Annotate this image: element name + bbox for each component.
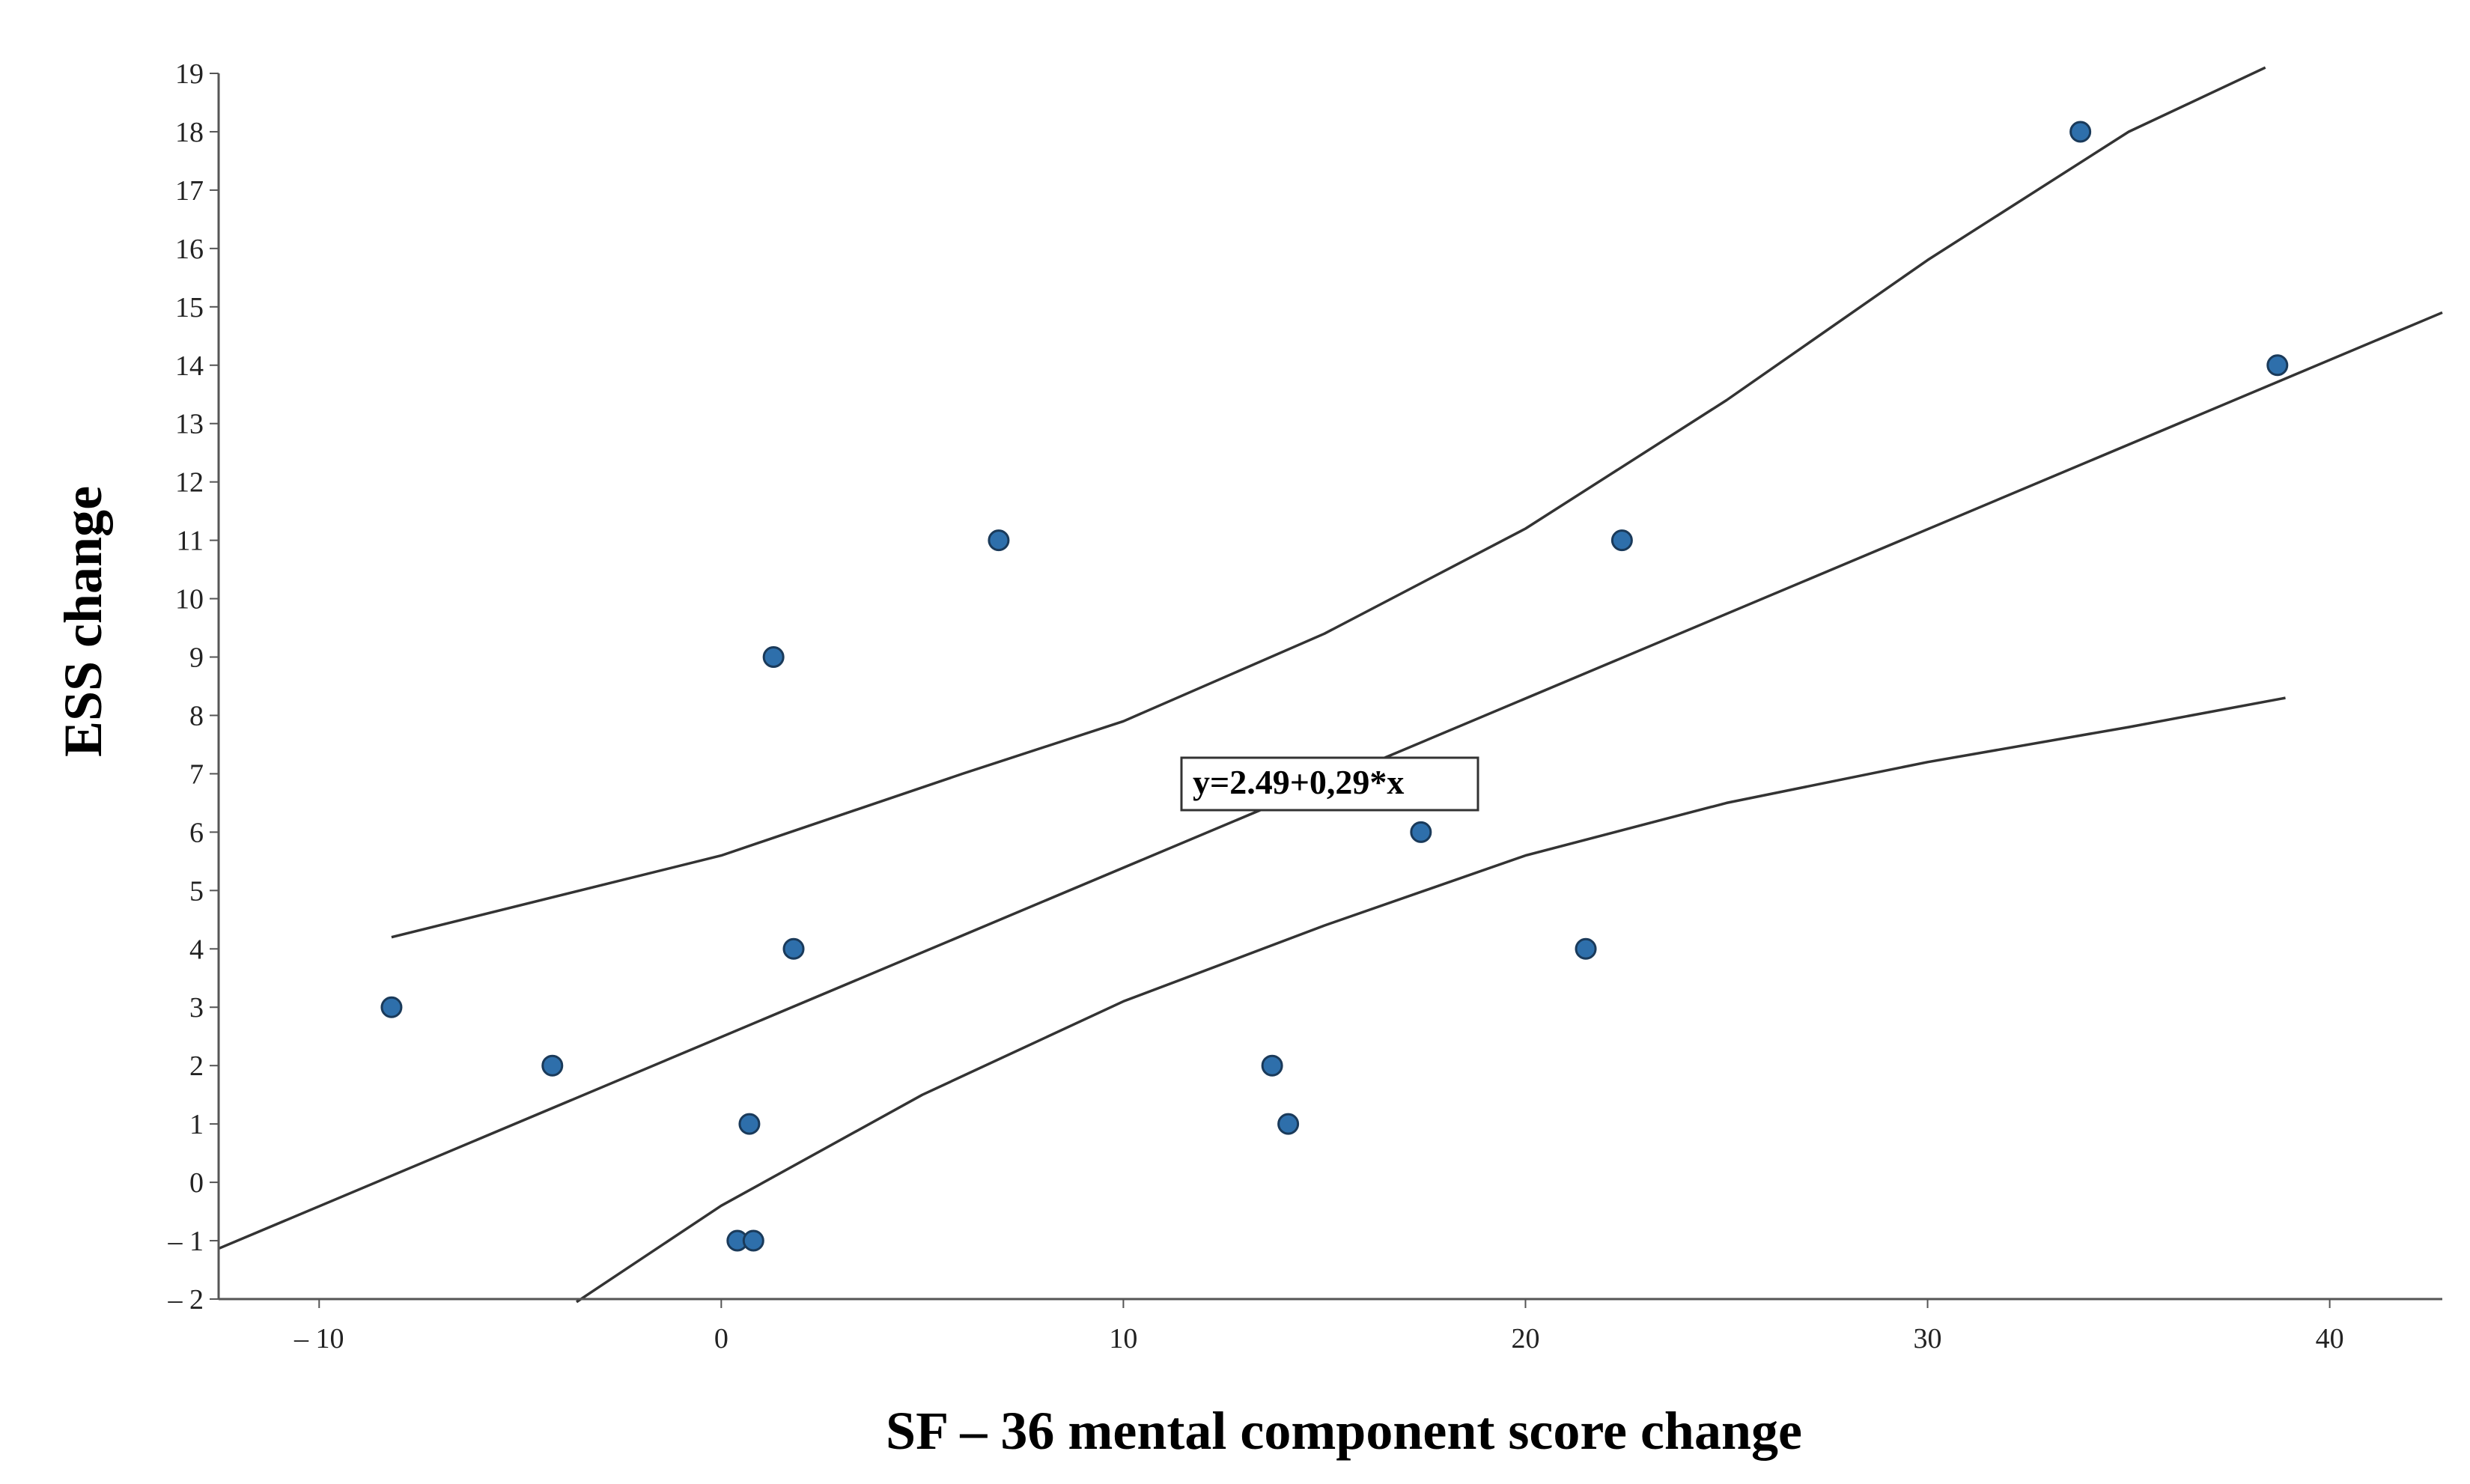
data-point xyxy=(782,937,805,960)
y-tick-label: 14 xyxy=(175,350,204,382)
confidence-band-lower xyxy=(576,696,2286,1304)
data-point xyxy=(541,1054,564,1077)
y-tick-label: 13 xyxy=(175,409,204,440)
y-tick-label: – 1 xyxy=(168,1226,204,1257)
x-tick-label: 20 xyxy=(1511,1323,1539,1354)
x-axis-title: SF – 36 mental component score change xyxy=(886,1401,1802,1461)
y-tick-label: 2 xyxy=(189,1050,204,1082)
data-point xyxy=(1610,529,1633,552)
y-tick-label: 7 xyxy=(189,758,204,790)
y-tick-label: 9 xyxy=(189,642,204,674)
y-tick-label: 16 xyxy=(175,234,204,265)
y-tick-label: 10 xyxy=(175,584,204,615)
data-point xyxy=(1410,821,1432,843)
y-tick-label: 0 xyxy=(189,1167,204,1199)
x-tick-label: 10 xyxy=(1109,1323,1137,1354)
y-tick-label: – 2 xyxy=(168,1284,204,1316)
y-tick-label: 5 xyxy=(189,875,204,907)
points-layer xyxy=(380,121,2289,1252)
data-point xyxy=(2069,121,2092,143)
data-point xyxy=(1575,937,1597,960)
equation-label-layer: y=2.49+0,29*x xyxy=(1180,756,1479,812)
y-tick-label: 6 xyxy=(189,817,204,848)
y-tick-label: 11 xyxy=(176,526,204,557)
y-tick-label: 4 xyxy=(189,934,204,965)
y-tick-label: 12 xyxy=(175,467,204,499)
data-point xyxy=(2266,354,2289,377)
data-point xyxy=(988,529,1010,552)
y-axis-title: ESS change xyxy=(53,486,113,757)
confidence-band-layer xyxy=(391,66,2286,1304)
y-tick-label: 18 xyxy=(175,117,204,148)
data-point xyxy=(380,996,403,1018)
data-point xyxy=(762,646,785,669)
data-point xyxy=(742,1229,764,1252)
data-point xyxy=(1277,1113,1300,1135)
data-point xyxy=(738,1113,761,1135)
y-tick-label: 19 xyxy=(175,58,204,90)
x-tick-label: 40 xyxy=(2316,1323,2344,1354)
x-tick-label: 0 xyxy=(714,1323,728,1354)
x-tick-label: – 10 xyxy=(293,1323,344,1354)
y-tick-label: 1 xyxy=(189,1109,204,1140)
y-tick-label: 8 xyxy=(189,700,204,732)
data-point xyxy=(1261,1054,1283,1077)
equation-label-box xyxy=(1180,756,1479,812)
confidence-band-upper xyxy=(391,66,2266,939)
y-tick-label: 3 xyxy=(189,992,204,1024)
y-tick-label: 15 xyxy=(175,292,204,323)
x-tick-label: 30 xyxy=(1914,1323,1942,1354)
equation-label: y=2.49+0,29*x xyxy=(1193,763,1404,801)
y-tick-label: 17 xyxy=(175,175,204,207)
